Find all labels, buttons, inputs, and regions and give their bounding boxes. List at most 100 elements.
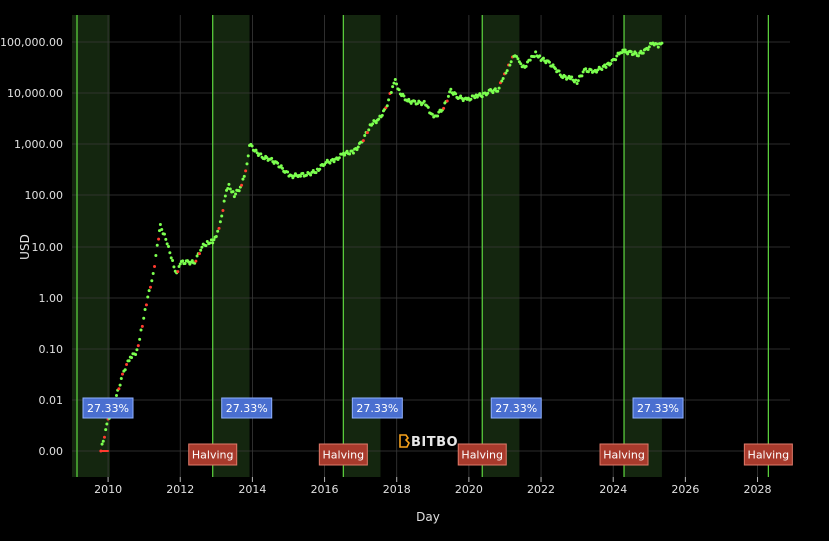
price-point [595, 70, 599, 74]
price-point [614, 58, 618, 62]
price-point [413, 99, 417, 103]
price-point [501, 77, 505, 81]
price-point [218, 220, 222, 224]
price-point [629, 50, 633, 54]
price-point [217, 226, 221, 230]
price-point [367, 128, 371, 132]
price-point [454, 92, 458, 96]
halving-label-text: Halving [748, 449, 790, 462]
price-point [147, 289, 151, 293]
price-point [169, 256, 173, 260]
price-point [449, 87, 453, 91]
price-point [647, 45, 651, 49]
cycle-label-box [221, 397, 273, 419]
price-point [609, 62, 613, 66]
cycle-label-text: 27.33% [495, 402, 537, 415]
price-point [144, 303, 148, 307]
cycle-labels: 27.33% 27.33% 27.33% 27.33% 27.33% [82, 397, 684, 419]
price-point [220, 214, 224, 218]
price-point [130, 356, 134, 360]
price-point [280, 166, 284, 170]
x-tick-label: 2018 [383, 483, 411, 496]
price-point [509, 60, 513, 64]
price-point [301, 171, 305, 175]
price-point [100, 442, 104, 446]
price-point [561, 76, 565, 80]
price-point [541, 56, 545, 60]
price-point [557, 69, 561, 73]
halving-label-box [188, 443, 238, 466]
cycle-label-text: 27.33% [87, 402, 129, 415]
price-point [305, 173, 309, 177]
y-tick-label: 10,000.00 [7, 87, 63, 100]
price-point [620, 51, 624, 55]
halving-label-box [457, 443, 507, 466]
price-point [242, 174, 246, 178]
price-point [497, 86, 501, 90]
price-point [155, 243, 159, 247]
price-point [377, 117, 381, 121]
price-point [459, 94, 463, 98]
price-point [574, 78, 578, 82]
price-point [246, 154, 250, 158]
price-point [547, 60, 551, 64]
y-tick-label: 100.00 [25, 189, 64, 202]
price-point [105, 422, 109, 426]
price-point [265, 156, 269, 160]
price-point [567, 74, 571, 78]
price-point [117, 387, 121, 391]
price-point [575, 81, 579, 85]
price-point [139, 328, 143, 332]
price-point [226, 186, 230, 190]
halving-labels: Halving Halving Halving Halving Halving [188, 443, 793, 466]
price-point [641, 51, 645, 55]
price-point [603, 63, 607, 67]
price-point [270, 156, 274, 160]
price-point [221, 209, 225, 213]
price-point [508, 63, 512, 67]
cycle-label-box [632, 397, 684, 419]
x-tick-label: 2022 [527, 483, 555, 496]
price-point [123, 368, 127, 372]
price-point [646, 48, 650, 52]
halving-label-2: Halving [318, 443, 368, 466]
price-point [615, 54, 619, 58]
price-point [361, 139, 365, 143]
price-point [656, 45, 660, 49]
price-point [204, 244, 208, 248]
price-point [551, 63, 555, 67]
price-point [393, 78, 397, 82]
price-point [286, 170, 290, 174]
price-point [623, 48, 627, 52]
price-point [389, 90, 393, 94]
price-point [337, 156, 341, 160]
price-point [580, 74, 584, 78]
price-point [600, 68, 604, 72]
cycle-label-3: 27.33% [351, 397, 403, 419]
price-point [104, 428, 108, 432]
price-point [328, 161, 332, 165]
price-point [486, 91, 490, 95]
price-point [299, 174, 303, 178]
price-point [532, 55, 536, 59]
y-tick-label: 10.00 [32, 241, 64, 254]
price-point [528, 58, 532, 62]
price-point [135, 348, 139, 352]
cycle-label-4: 27.33% [490, 397, 542, 419]
price-point [636, 54, 640, 58]
price-point [387, 98, 391, 102]
price-point [446, 94, 450, 98]
price-point [448, 90, 452, 94]
price-point [178, 262, 182, 266]
price-point [442, 106, 446, 110]
price-series [99, 41, 664, 453]
cycle-label-5: 27.33% [632, 397, 684, 419]
x-tick-label: 2020 [455, 483, 483, 496]
price-point [395, 82, 399, 86]
price-point [318, 167, 322, 171]
price-point [480, 95, 484, 99]
price-point [148, 285, 152, 289]
price-point [134, 353, 138, 357]
price-point [469, 97, 473, 101]
